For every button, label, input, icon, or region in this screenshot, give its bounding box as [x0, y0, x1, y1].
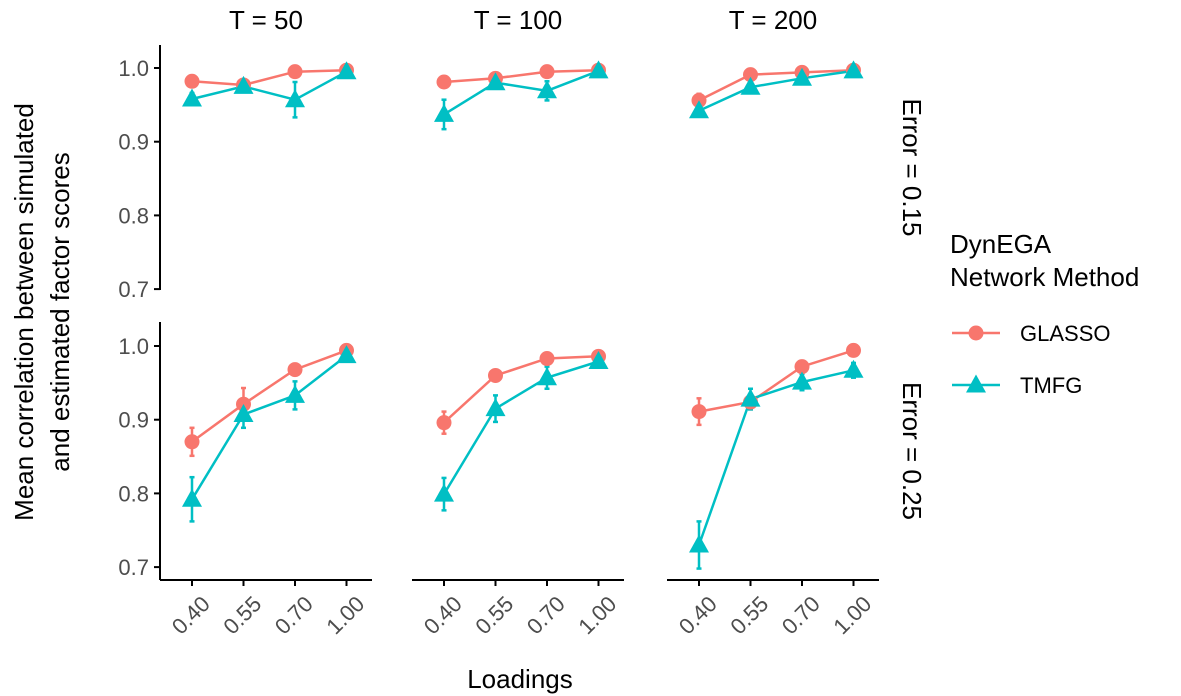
series-line-glasso: [443, 68, 599, 84]
legend-title: DynEGA: [950, 229, 1052, 259]
x-tick-label: 0.40: [674, 591, 722, 639]
data-point-tmfg: [537, 80, 557, 99]
x-tick-label: 0.55: [218, 591, 266, 639]
data-point-tmfg: [285, 384, 305, 403]
series-line-glasso: [443, 355, 599, 424]
series-line-glasso: [191, 68, 347, 87]
legend-label-tmfg: TMFG: [1020, 373, 1082, 398]
data-point-tmfg: [740, 388, 761, 407]
column-facet-label: T = 100: [474, 5, 562, 35]
x-tick-label: 0.70: [270, 591, 318, 639]
data-point-tmfg: [233, 404, 254, 422]
y-tick-label: 0.7: [118, 555, 149, 580]
data-point-glasso: [539, 64, 555, 80]
data-point-tmfg: [182, 88, 202, 107]
data-point-tmfg: [434, 103, 454, 122]
x-tick-label: 1.00: [828, 591, 876, 639]
x-tick-label: 0.55: [470, 591, 518, 639]
series-line-glasso: [698, 349, 854, 413]
data-point-tmfg: [336, 345, 357, 364]
data-point-glasso: [184, 434, 200, 450]
y-tick-label: 0.9: [118, 408, 149, 433]
data-point-tmfg: [792, 371, 812, 390]
data-point-tmfg: [689, 534, 709, 553]
series-line-tmfg: [191, 70, 348, 102]
data-point-tmfg: [285, 89, 305, 108]
series-line-tmfg: [698, 69, 854, 112]
data-point-glasso: [436, 415, 452, 431]
x-tick-label: 0.40: [419, 591, 467, 639]
legend-label-glasso: GLASSO: [1020, 321, 1110, 346]
data-point-tmfg: [537, 367, 557, 386]
y-tick-label: 0.7: [118, 277, 149, 302]
y-axis-title: and estimated factor scores: [45, 152, 75, 471]
y-tick-label: 1.0: [118, 56, 149, 81]
y-tick-label: 0.8: [118, 203, 149, 228]
data-point-glasso: [846, 342, 861, 358]
data-point-tmfg: [843, 359, 864, 378]
data-point-tmfg: [588, 351, 609, 369]
data-point-tmfg: [485, 398, 506, 417]
data-point-tmfg: [740, 76, 761, 95]
y-axis-title: Mean correlation between simulated: [9, 103, 39, 521]
legend-key-tmfg: [952, 374, 1000, 393]
data-point-tmfg: [843, 60, 864, 79]
data-point-glasso: [488, 367, 503, 383]
x-tick-label: 0.70: [777, 591, 825, 639]
x-tick-label: 0.70: [522, 591, 570, 639]
data-point-glasso: [287, 64, 303, 80]
series-line-tmfg: [190, 354, 348, 500]
series-line-glasso: [191, 349, 347, 443]
legend-marker-tmfg: [966, 374, 986, 393]
y-tick-label: 0.9: [118, 130, 149, 155]
data-point-tmfg: [233, 75, 254, 94]
x-tick-label: 1.00: [321, 591, 369, 639]
series-line-tmfg: [697, 369, 854, 546]
y-tick-label: 0.8: [118, 481, 149, 506]
series-line-tmfg: [442, 360, 599, 495]
x-tick-label: 1.00: [573, 591, 621, 639]
data-point-tmfg: [336, 61, 357, 80]
data-point-tmfg: [182, 488, 202, 507]
legend-key-glasso: [952, 325, 1000, 341]
data-point-tmfg: [689, 100, 709, 119]
y-tick-label: 1.0: [118, 334, 149, 359]
data-point-glasso: [436, 74, 452, 90]
row-facet-label: Error = 0.15: [897, 98, 927, 236]
data-point-tmfg: [434, 483, 454, 502]
column-facet-label: T = 50: [229, 5, 303, 35]
data-point-glasso: [287, 362, 303, 378]
data-point-tmfg: [792, 67, 812, 86]
column-facet-label: T = 200: [729, 5, 817, 35]
series-line-tmfg: [443, 69, 599, 116]
data-point-glasso: [794, 359, 810, 375]
data-point-glasso: [539, 351, 555, 367]
data-point-glasso: [743, 67, 758, 83]
legend-marker-glasso: [968, 325, 984, 341]
legend-title: Network Method: [950, 262, 1139, 292]
series-line-glasso: [698, 68, 854, 102]
data-point-tmfg: [485, 72, 506, 91]
data-point-tmfg: [588, 60, 609, 79]
data-point-glasso: [184, 73, 200, 89]
x-tick-label: 0.40: [167, 591, 215, 639]
x-tick-label: 0.55: [725, 591, 773, 639]
data-point-glasso: [691, 404, 707, 420]
x-axis-title: Loadings: [467, 664, 573, 694]
row-facet-label: Error = 0.25: [897, 382, 927, 520]
